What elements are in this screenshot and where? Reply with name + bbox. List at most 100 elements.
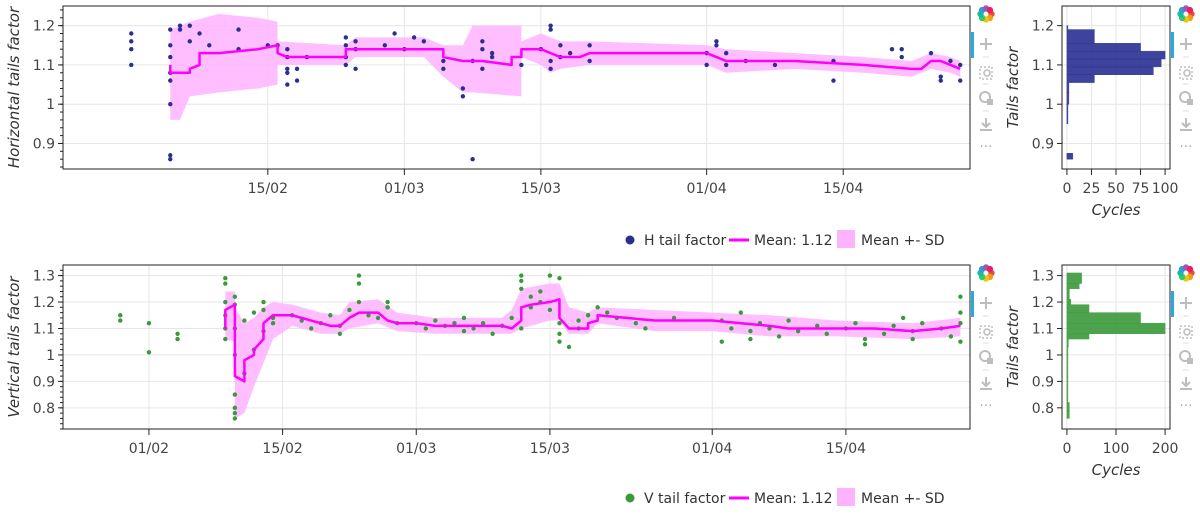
data-point [576,318,581,323]
data-point [538,289,543,294]
data-point [480,66,485,72]
data-point [958,62,963,68]
histogram-bar [1066,322,1166,335]
data-point [328,313,333,318]
box-zoom-shape [1183,69,1191,77]
data-point [489,54,495,60]
y-tick-label: 1.2 [1032,19,1054,35]
pan-icon[interactable] [1180,38,1192,50]
data-point [337,331,343,336]
histogram-bar [1066,272,1082,284]
y-tick-label: 1.1 [33,58,55,74]
pan-icon[interactable] [980,38,992,50]
histogram-bar [1066,43,1141,52]
data-point [519,278,524,284]
data-point [168,78,173,83]
wheel-zoom-icon[interactable] [979,91,993,105]
data-point [461,315,467,321]
data-point [548,58,553,64]
mean-line [224,298,961,383]
data-point [187,39,192,44]
data-point [595,305,600,310]
sd-band [225,283,961,419]
data-point [353,39,358,44]
data-point [285,47,290,52]
more-icon[interactable]: … [1180,136,1193,151]
horizontal-histogram: 0.9 1 1.1 1.2 0 25 50 75 100 Cycles Tails factor [1004,5,1178,219]
y-tick-label: 1 [46,348,55,364]
wheel-zoom-shape [1187,99,1193,105]
box-zoom-icon[interactable] [979,325,993,339]
logo-petal [1186,265,1194,273]
y-tick-label: 0.9 [1032,136,1054,152]
toolbar: … [1171,264,1195,410]
data-point [958,339,963,344]
data-point [719,339,724,344]
save-icon[interactable] [1180,377,1192,390]
y-tick-label: 0.8 [1032,401,1054,417]
pan-icon[interactable] [980,297,992,309]
data-point [729,326,734,331]
x-tick-label: 75 [1132,181,1150,197]
legend-top[interactable]: H tail factor Mean: 1.12 Mean +- SD [625,230,945,249]
data-point [714,39,719,44]
data-point [910,336,915,342]
wheel-zoom-icon[interactable] [979,350,993,364]
histogram-bar [1066,410,1070,419]
data-point [382,43,388,48]
x-tick-label: 0 [1062,441,1071,457]
active-tool-indicator [1171,291,1174,317]
save-shape [1181,381,1191,388]
data-point [853,320,858,326]
data-point [356,281,362,286]
data-point [900,315,906,321]
pan-icon[interactable] [1180,297,1192,309]
sd-band [170,13,961,120]
box-zoom-icon[interactable] [979,66,993,80]
data-point [375,315,381,321]
save-icon[interactable] [980,118,992,131]
more-icon[interactable]: … [980,136,993,151]
data-point [958,294,963,299]
data-point [704,62,709,68]
box-zoom-shape [979,66,993,80]
histogram-bar [1066,375,1069,393]
y-tick-label: 1.1 [33,321,55,337]
box-zoom-icon[interactable] [1179,66,1193,80]
legend-band-label: Mean +- SD [861,233,945,249]
data-point [285,66,290,72]
y-tick-label: 0.9 [1032,374,1054,390]
more-icon[interactable]: … [1180,395,1193,410]
save-icon[interactable] [980,377,992,390]
data-point [958,310,963,315]
data-point [129,62,134,68]
bokeh-logo-icon [977,5,995,23]
data-point [519,62,524,68]
data-point [948,334,954,339]
data-point [528,294,534,299]
data-point [776,334,782,339]
x-tick-label: 15/04 [826,441,866,457]
legend-points-swatch [625,235,635,245]
y-tick-label: 1.3 [33,269,55,285]
legend-bottom[interactable]: V tail factor Mean: 1.12 Mean +- SD [625,488,945,507]
save-icon[interactable] [1180,118,1192,131]
data-point [824,331,829,336]
y-axis-label: Tails factor [1004,46,1022,128]
data-point [471,326,476,331]
x-tick-label: 01/04 [686,181,726,197]
wheel-zoom-icon[interactable] [1179,350,1193,364]
data-point [223,336,228,342]
data-point [356,273,362,278]
more-icon[interactable]: … [980,395,993,410]
box-zoom-icon[interactable] [1179,325,1193,339]
wheel-zoom-icon[interactable] [1179,91,1193,105]
y-axis-label: Vertical tails factor [5,276,23,418]
data-point [938,78,943,83]
logo-petal [986,265,994,273]
x-tick-label: 15/04 [823,181,863,197]
data-point [899,54,904,60]
data-point [714,43,719,48]
data-point [343,35,349,40]
